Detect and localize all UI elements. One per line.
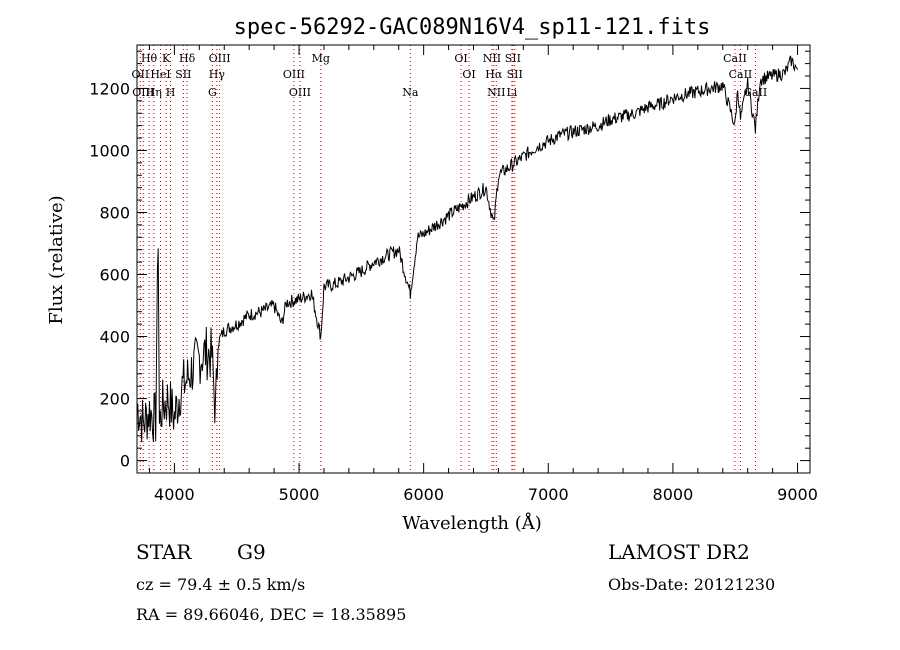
spectral-line-label: OIII: [283, 68, 305, 81]
axis-ticks: 4000 5000 6000 7000 8000 9000 0 200 400 600 800 100…: [89, 45, 818, 504]
spectral-line-label: Hδ: [179, 52, 196, 65]
spectral-line-label: H: [166, 86, 176, 99]
spectrum-series: [136, 55, 798, 443]
x-tick-label: 9000: [777, 485, 818, 504]
plot-frame: [136, 44, 811, 474]
x-axis-label: Wavelength (Å): [402, 512, 542, 534]
survey-name: LAMOST DR2: [608, 540, 750, 564]
spectral-line-label: CaII: [744, 86, 768, 99]
spectral-line-label: SII: [505, 52, 521, 65]
spectral-line-label: K: [162, 52, 171, 65]
y-tick-label: 400: [99, 328, 130, 347]
spectral-line-label: HeI: [150, 68, 170, 81]
x-tick-label: 7000: [528, 485, 569, 504]
y-tick-label: 800: [99, 203, 130, 222]
object-type: STAR: [136, 540, 192, 564]
spectral-line-label: Li: [506, 86, 517, 99]
y-tick-label: 0: [120, 452, 130, 471]
redshift-velocity: cz = 79.4 ± 0.5 km/s: [136, 575, 306, 594]
y-tick-label: 200: [99, 390, 130, 409]
spectral-line-label: Hα: [485, 68, 503, 81]
coordinates: RA = 89.66046, DEC = 18.35895: [136, 605, 407, 624]
spectral-line-label: Mg: [312, 52, 330, 65]
y-tick-label: 1200: [89, 79, 130, 98]
y-tick-label: 1000: [89, 141, 130, 160]
x-tick-label: 5000: [279, 485, 320, 504]
spectral-line-label: OIII: [209, 52, 231, 65]
x-tick-label: 8000: [653, 485, 694, 504]
spectral-line-label: OI: [462, 68, 475, 81]
spectral-line-label: G: [208, 86, 217, 99]
spectrum-line: [136, 55, 798, 443]
spectral-line-label: OIII: [289, 86, 311, 99]
y-axis-label: Flux (relative): [46, 195, 67, 324]
observation-date: Obs-Date: 20121230: [608, 575, 776, 594]
x-tick-label: 6000: [403, 485, 444, 504]
spectral-line-label: SII: [507, 68, 523, 81]
spectral-line-label: Hη: [146, 86, 162, 99]
spectral-line-label: SII: [175, 68, 191, 81]
y-tick-label: 600: [99, 266, 130, 285]
spectral-line-label: Hγ: [209, 68, 226, 81]
spectral-line-label: NII: [483, 52, 501, 65]
spectral-line-label: Na: [402, 86, 419, 99]
subclass: G9: [237, 540, 266, 564]
spectral-line-label: NII: [487, 86, 505, 99]
spectral-line-label: OII: [132, 68, 150, 81]
spectral-line-label: OIII: [132, 86, 154, 99]
spectral-line-label: CaII: [723, 52, 747, 65]
x-tick-label: 4000: [154, 485, 195, 504]
spectral-line-label: OI: [454, 52, 467, 65]
spectral-line-label: CaII: [729, 68, 753, 81]
chart-title: spec-56292-GAC089N16V4_sp11-121.fits: [234, 15, 711, 40]
